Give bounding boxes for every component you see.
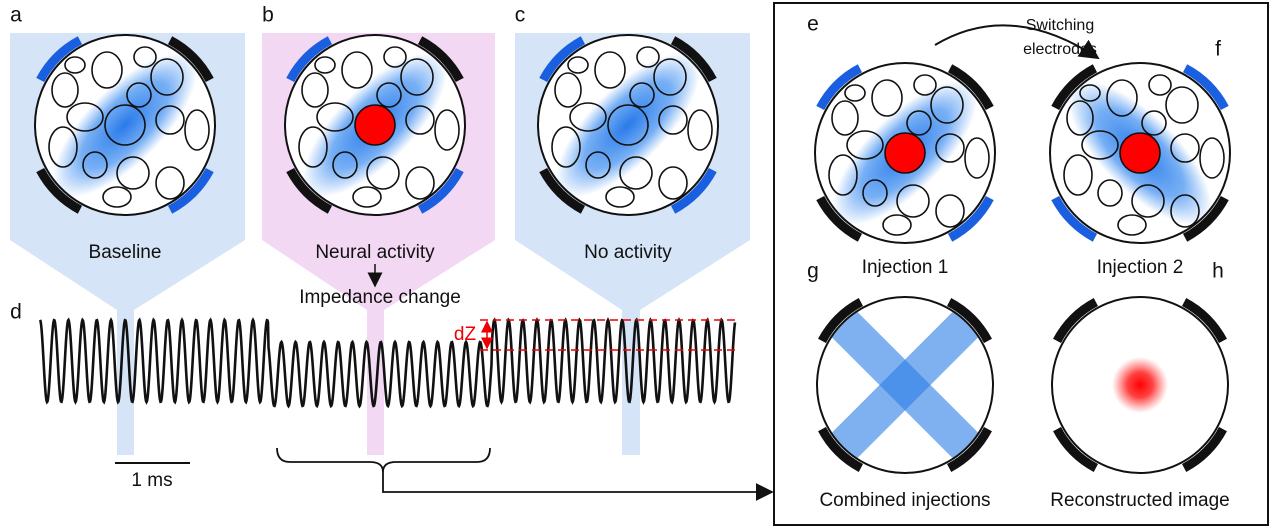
panel-letter: f [1215, 38, 1221, 61]
panel-letter: g [807, 260, 819, 283]
center-cell [1120, 133, 1160, 173]
panel-label: Neural activity [315, 242, 435, 263]
red-blob [1112, 357, 1168, 413]
panel-letter: d [10, 301, 22, 324]
panel-letter: h [1212, 260, 1224, 283]
connector-arrow [383, 472, 772, 492]
panel-letter: a [10, 4, 22, 27]
panel-label: Injection 2 [1097, 257, 1184, 278]
figure: a b c d e f g h Baseline Neural activity… [0, 0, 1272, 528]
panel-letter: e [807, 13, 819, 36]
center-cell [885, 133, 925, 173]
scale-label: 1 ms [131, 470, 172, 491]
panel-letter: c [515, 4, 526, 27]
panel-label: Combined injections [819, 490, 990, 511]
annotation: Impedance change [299, 287, 461, 308]
panel-label: Baseline [89, 242, 162, 263]
panel-label: Reconstructed image [1050, 490, 1230, 511]
center-cell [355, 105, 395, 145]
panel-label: No activity [584, 242, 672, 263]
arrow-label: Switching [1026, 17, 1094, 34]
dz-label: dZ [454, 324, 477, 345]
panel-letter: b [262, 4, 274, 27]
arrow-label: electrodes [1023, 41, 1097, 58]
panel-label: Injection 1 [862, 257, 949, 278]
